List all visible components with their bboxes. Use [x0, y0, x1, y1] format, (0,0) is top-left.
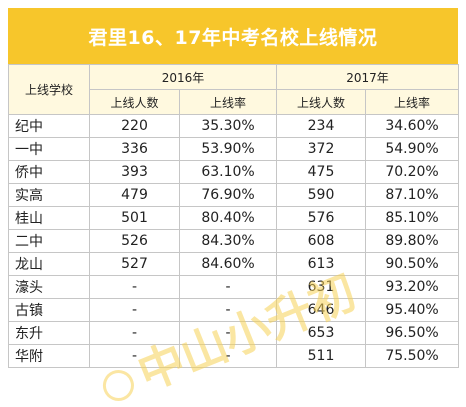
- table-row: 一中 336 53.90% 372 54.90%: [8, 137, 460, 161]
- table-row: 实高 479 76.90% 590 87.10%: [8, 183, 460, 207]
- table-row: 侨中 393 63.10% 475 70.20%: [8, 160, 460, 184]
- school-cell: 桂山: [8, 206, 90, 230]
- year-2017-header: 2017年: [276, 64, 460, 90]
- count-2017-cell: 653: [276, 321, 367, 345]
- rate-2017-cell: 34.60%: [365, 114, 460, 138]
- rate-2017-cell: 54.90%: [365, 137, 460, 161]
- rate-2016-cell: 84.60%: [178, 252, 278, 276]
- school-cell: 濠头: [8, 275, 90, 299]
- rate-2016-cell: 80.40%: [178, 206, 278, 230]
- table-row: 龙山 527 84.60% 613 90.50%: [8, 252, 460, 276]
- rate-2017-cell: 96.50%: [365, 321, 460, 345]
- results-table: 上线学校 2016年 2017年 上线人数 上线率 上线人数 上线率 纪中 220…: [8, 64, 460, 368]
- school-cell: 二中: [8, 229, 90, 253]
- rate-2017-header: 上线率: [365, 89, 460, 115]
- rate-2017-cell: 85.10%: [365, 206, 460, 230]
- table-row: 纪中 220 35.30% 234 34.60%: [8, 114, 460, 138]
- rate-2017-cell: 95.40%: [365, 298, 460, 322]
- table-row: 桂山 501 80.40% 576 85.10%: [8, 206, 460, 230]
- header-row-years: 上线学校 2016年 2017年: [8, 64, 460, 115]
- rate-2016-cell: -: [178, 275, 278, 299]
- table-row: 二中 526 84.30% 608 89.80%: [8, 229, 460, 253]
- count-2016-cell: 336: [89, 137, 180, 161]
- school-column-header: 上线学校: [8, 64, 90, 115]
- rate-2016-cell: 35.30%: [178, 114, 278, 138]
- school-cell: 一中: [8, 137, 90, 161]
- school-admission-table: 君里16、17年中考名校上线情况 上线学校 2016年 2017年 上线人数 上…: [8, 8, 460, 368]
- count-2016-cell: 527: [89, 252, 180, 276]
- school-cell: 实高: [8, 183, 90, 207]
- year-2016-header: 2016年: [88, 64, 278, 90]
- count-2016-cell: -: [89, 298, 180, 322]
- school-cell: 侨中: [8, 160, 90, 184]
- count-2017-header: 上线人数: [276, 89, 367, 115]
- count-2016-cell: -: [89, 275, 180, 299]
- watermark-logo-icon: [102, 370, 134, 402]
- school-cell: 古镇: [8, 298, 90, 322]
- count-2017-cell: 576: [276, 206, 367, 230]
- rate-2017-cell: 93.20%: [365, 275, 460, 299]
- rate-2016-cell: 63.10%: [178, 160, 278, 184]
- count-2016-cell: 220: [89, 114, 180, 138]
- count-2017-cell: 608: [276, 229, 367, 253]
- table-row: 东升 - -653 96.50%: [8, 321, 460, 345]
- count-2016-cell: -: [89, 344, 180, 368]
- header-row-metrics: 上线人数 上线率 上线人数 上线率: [9, 89, 460, 115]
- school-cell: 东升: [8, 321, 90, 345]
- table-row: 古镇 - -646 95.40%: [8, 298, 460, 322]
- rate-2016-header: 上线率: [178, 89, 278, 115]
- rate-2017-cell: 75.50%: [365, 344, 460, 368]
- table-title: 君里16、17年中考名校上线情况: [8, 8, 458, 64]
- rate-2016-cell: 53.90%: [178, 137, 278, 161]
- count-2017-cell: 590: [276, 183, 367, 207]
- rate-2016-cell: -: [178, 298, 278, 322]
- count-2016-cell: 526: [89, 229, 180, 253]
- rate-2016-cell: 84.30%: [178, 229, 278, 253]
- rate-2017-cell: 70.20%: [365, 160, 460, 184]
- count-2017-cell: 646: [276, 298, 367, 322]
- rate-2017-cell: 87.10%: [365, 183, 460, 207]
- rate-2017-cell: 90.50%: [365, 252, 460, 276]
- rate-2016-cell: -: [178, 344, 278, 368]
- count-2016-cell: 479: [89, 183, 180, 207]
- count-2017-cell: 511: [276, 344, 367, 368]
- school-cell: 纪中: [8, 114, 90, 138]
- count-2017-cell: 631: [276, 275, 367, 299]
- count-2016-cell: 501: [89, 206, 180, 230]
- rate-2017-cell: 89.80%: [365, 229, 460, 253]
- count-2017-cell: 372: [276, 137, 367, 161]
- table-row: 华附 - -511 75.50%: [8, 344, 460, 368]
- school-cell: 龙山: [8, 252, 90, 276]
- count-2017-cell: 613: [276, 252, 367, 276]
- count-2017-cell: 475: [276, 160, 367, 184]
- count-2016-header: 上线人数: [89, 89, 180, 115]
- rate-2016-cell: 76.90%: [178, 183, 278, 207]
- count-2016-cell: -: [89, 321, 180, 345]
- rate-2016-cell: -: [178, 321, 278, 345]
- count-2016-cell: 393: [89, 160, 180, 184]
- school-cell: 华附: [8, 344, 90, 368]
- count-2017-cell: 234: [276, 114, 367, 138]
- table-row: 濠头 - -631 93.20%: [8, 275, 460, 299]
